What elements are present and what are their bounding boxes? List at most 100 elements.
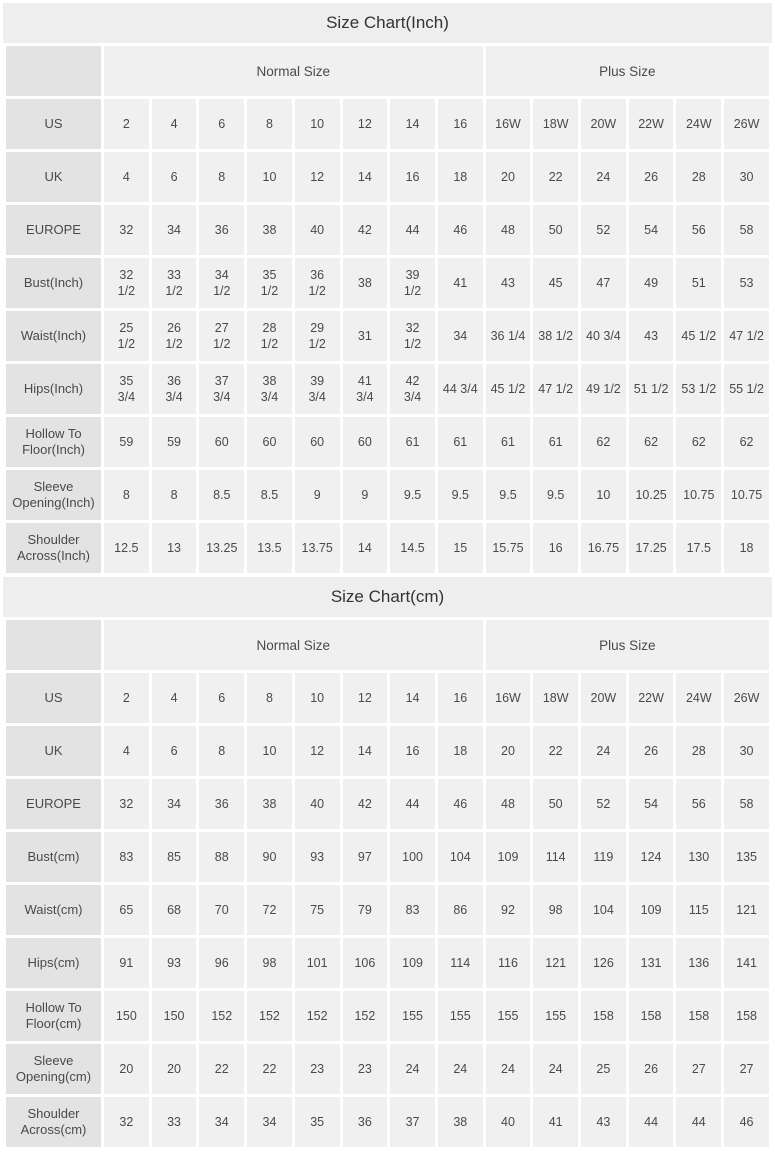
size-value-cell: 15 <box>437 523 483 573</box>
table-row: Shoulder Across(cm) 32 33 34 34 35 36 37 38 40 41 4… <box>6 1097 769 1147</box>
size-value-cell: 26 <box>628 1044 674 1094</box>
size-value-cell: 27 <box>724 1044 769 1094</box>
size-value-cell: 28 <box>676 152 722 202</box>
size-value-cell: 124 <box>628 832 674 882</box>
size-value-cell: 38 <box>437 1097 483 1147</box>
size-value-cell: 48 <box>485 779 531 829</box>
size-value-cell: 25 1/2 <box>104 311 149 361</box>
size-value-cell: 24 <box>390 1044 435 1094</box>
size-value-cell: 29 1/2 <box>294 311 340 361</box>
size-value-cell: 18W <box>533 673 579 723</box>
corner-cell <box>6 46 101 96</box>
size-value-cell: 32 <box>104 1097 149 1147</box>
size-value-cell: 65 <box>104 885 149 935</box>
size-value-cell: 37 <box>390 1097 435 1147</box>
size-value-cell: 53 1/2 <box>676 364 722 414</box>
size-value-cell: 33 1/2 <box>151 258 197 308</box>
size-value-cell: 20W <box>581 673 626 723</box>
size-value-cell: 23 <box>294 1044 340 1094</box>
size-value-cell: 14 <box>342 726 388 776</box>
size-value-cell: 12 <box>342 673 388 723</box>
size-value-cell: 37 3/4 <box>199 364 245 414</box>
size-value-cell: 31 <box>342 311 388 361</box>
size-value-cell: 68 <box>151 885 197 935</box>
size-value-cell: 41 <box>437 258 483 308</box>
size-value-cell: 49 <box>628 258 674 308</box>
size-value-cell: 4 <box>151 673 197 723</box>
size-value-cell: 10 <box>294 673 340 723</box>
size-value-cell: 26W <box>724 673 769 723</box>
size-value-cell: 4 <box>104 726 149 776</box>
size-value-cell: 158 <box>581 991 626 1041</box>
size-value-cell: 35 3/4 <box>104 364 149 414</box>
row-label: Sleeve Opening(Inch) <box>6 470 101 520</box>
size-value-cell: 43 <box>485 258 531 308</box>
size-value-cell: 52 <box>581 205 626 255</box>
size-value-cell: 20 <box>104 1044 149 1094</box>
row-label: UK <box>6 726 101 776</box>
size-value-cell: 158 <box>676 991 722 1041</box>
size-value-cell: 32 <box>104 779 149 829</box>
size-value-cell: 54 <box>628 779 674 829</box>
row-label: EUROPE <box>6 779 101 829</box>
size-value-cell: 116 <box>485 938 531 988</box>
size-value-cell: 36 1/4 <box>485 311 531 361</box>
normal-size-header: Normal Size <box>104 46 483 96</box>
size-value-cell: 53 <box>724 258 769 308</box>
size-value-cell: 16 <box>533 523 579 573</box>
size-value-cell: 2 <box>104 99 149 149</box>
size-value-cell: 20 <box>151 1044 197 1094</box>
size-value-cell: 150 <box>104 991 149 1041</box>
size-value-cell: 14.5 <box>390 523 435 573</box>
size-value-cell: 141 <box>724 938 769 988</box>
size-value-cell: 8 <box>151 470 197 520</box>
size-value-cell: 38 <box>247 205 292 255</box>
size-value-cell: 104 <box>581 885 626 935</box>
size-value-cell: 18 <box>437 726 483 776</box>
size-value-cell: 55 1/2 <box>724 364 769 414</box>
table-row: Hips(cm) 91 93 96 98 101 106 109 114 116 121 126 131… <box>6 938 769 988</box>
size-value-cell: 27 1/2 <box>199 311 245 361</box>
size-value-cell: 34 <box>437 311 483 361</box>
size-value-cell: 8 <box>199 152 245 202</box>
size-value-cell: 24 <box>581 152 626 202</box>
size-value-cell: 10.25 <box>628 470 674 520</box>
corner-cell <box>6 620 101 670</box>
size-value-cell: 20W <box>581 99 626 149</box>
size-value-cell: 24 <box>485 1044 531 1094</box>
size-value-cell: 36 <box>342 1097 388 1147</box>
size-value-cell: 22W <box>628 673 674 723</box>
size-value-cell: 6 <box>199 99 245 149</box>
size-value-cell: 100 <box>390 832 435 882</box>
size-value-cell: 59 <box>104 417 149 467</box>
size-value-cell: 70 <box>199 885 245 935</box>
table-row: Waist(Inch) 25 1/2 26 1/2 27 1/2 28 1/2 29 1/… <box>6 311 769 361</box>
size-value-cell: 130 <box>676 832 722 882</box>
size-value-cell: 158 <box>628 991 674 1041</box>
size-value-cell: 16 <box>437 673 483 723</box>
size-value-cell: 6 <box>199 673 245 723</box>
size-value-cell: 40 <box>294 205 340 255</box>
size-value-cell: 83 <box>104 832 149 882</box>
size-value-cell: 46 <box>724 1097 769 1147</box>
size-value-cell: 33 <box>151 1097 197 1147</box>
size-value-cell: 41 <box>533 1097 579 1147</box>
size-value-cell: 32 <box>104 205 149 255</box>
size-value-cell: 18 <box>437 152 483 202</box>
size-value-cell: 28 1/2 <box>247 311 292 361</box>
table-row: Bust(cm) 83 85 88 90 93 97 100 104 109 114 119 124 13… <box>6 832 769 882</box>
size-value-cell: 61 <box>485 417 531 467</box>
size-value-cell: 85 <box>151 832 197 882</box>
row-label: Hips(Inch) <box>6 364 101 414</box>
size-value-cell: 16W <box>485 673 531 723</box>
row-label: Waist(cm) <box>6 885 101 935</box>
table-row: Waist(cm) 65 68 70 72 75 79 83 86 92 98 104 109 115 12… <box>6 885 769 935</box>
size-value-cell: 155 <box>437 991 483 1041</box>
size-chart-inch-table: Normal Size Plus Size US 2 4 6 8 10 12 14 16 16W 18W… <box>3 43 772 576</box>
size-value-cell: 9.5 <box>533 470 579 520</box>
size-value-cell: 6 <box>151 152 197 202</box>
size-value-cell: 126 <box>581 938 626 988</box>
size-value-cell: 8 <box>247 99 292 149</box>
plus-size-header: Plus Size <box>485 620 769 670</box>
table-row: Hips(Inch) 35 3/4 36 3/4 37 3/4 38 3/4 39 3/4… <box>6 364 769 414</box>
